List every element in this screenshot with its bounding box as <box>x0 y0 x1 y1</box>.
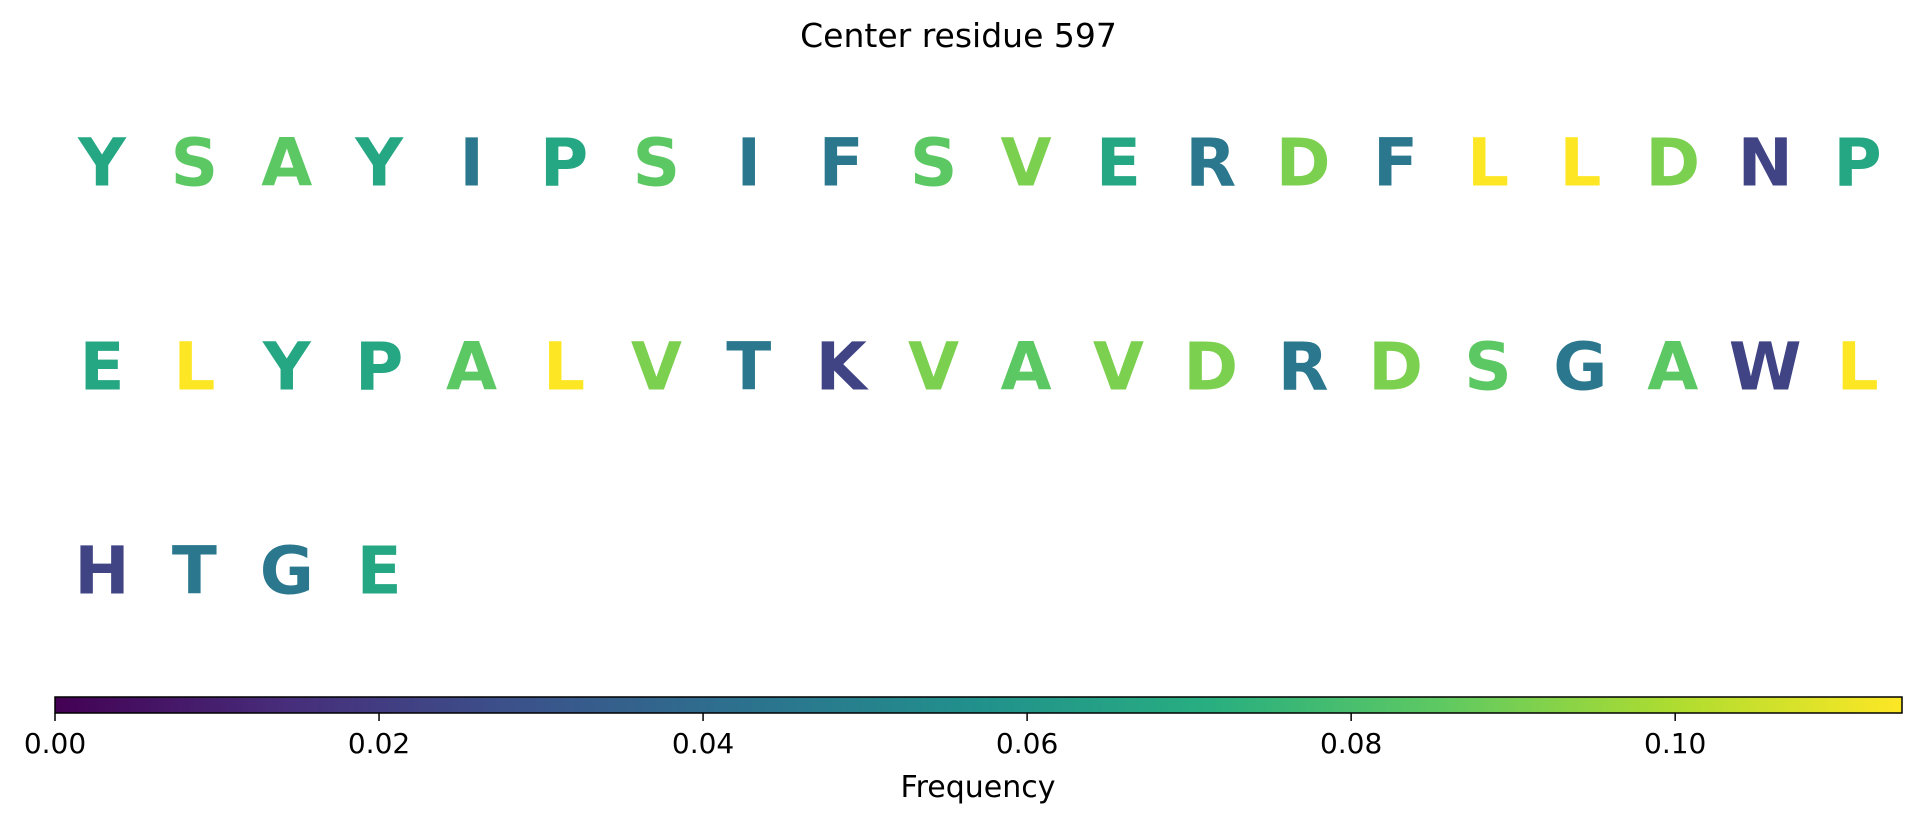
residue-letter: E <box>79 329 124 406</box>
residue-letter: P <box>540 125 588 202</box>
chart-title: Center residue 597 <box>800 16 1117 55</box>
residue-letter: A <box>1647 329 1698 406</box>
residue-letter: L <box>1559 125 1601 202</box>
residue-letter: V <box>1093 329 1144 406</box>
residue-letter: A <box>1000 329 1051 406</box>
residue-letter: D <box>1276 125 1331 202</box>
residue-letter: Y <box>262 329 312 406</box>
residue-letter: K <box>816 329 870 406</box>
residue-letter: F <box>1373 125 1418 202</box>
residue-letter: P <box>1833 125 1881 202</box>
residue-letter: V <box>631 329 682 406</box>
colorbar-tick-label: 0.00 <box>24 727 86 760</box>
residue-letter: R <box>1278 329 1329 406</box>
residue-letter: Y <box>354 125 404 202</box>
residue-letter: S <box>171 125 219 202</box>
residue-letter: G <box>260 533 314 610</box>
colorbar-ticks: 0.00 0.02 0.04 0.06 0.08 0.10 <box>24 713 1706 760</box>
residue-letter: P <box>355 329 403 406</box>
residue-letter: S <box>1464 329 1512 406</box>
residue-letter: S <box>633 125 681 202</box>
residue-letter: W <box>1729 329 1802 406</box>
residue-letter: E <box>357 533 402 610</box>
colorbar-gradient <box>54 696 1903 714</box>
residue-letter: V <box>1000 125 1051 202</box>
residue-letter: L <box>543 329 585 406</box>
colorbar-tick-label: 0.10 <box>1644 727 1706 760</box>
residue-letter: A <box>261 125 312 202</box>
residue-letter: Y <box>77 125 127 202</box>
residue-letter: D <box>1183 329 1238 406</box>
residue-letter: S <box>910 125 958 202</box>
residue-letter: I <box>737 125 762 202</box>
residue-letter: F <box>819 125 864 202</box>
residue-letter: L <box>173 329 215 406</box>
residue-letter: R <box>1185 125 1236 202</box>
colorbar <box>54 696 1903 714</box>
colorbar-tick-label: 0.04 <box>672 727 734 760</box>
residue-letter: L <box>1467 125 1509 202</box>
residue-letter: N <box>1738 125 1793 202</box>
colorbar-tick-label: 0.06 <box>996 727 1058 760</box>
residue-letter: H <box>74 533 129 610</box>
residue-letters: Y S A Y I P S I F S V E R D F L L D N PE L Y P A L V T K V A V D R D S G A W L… <box>74 125 1881 610</box>
residue-letter: D <box>1368 329 1423 406</box>
residue-letter: A <box>446 329 497 406</box>
residue-letter: T <box>172 533 217 610</box>
residue-letter: V <box>908 329 959 406</box>
colorbar-tick-label: 0.02 <box>348 727 410 760</box>
residue-letter: I <box>459 125 484 202</box>
residue-letter: E <box>1096 125 1141 202</box>
colorbar-label: Frequency <box>901 770 1056 805</box>
residue-letter: G <box>1553 329 1607 406</box>
residue-letter: T <box>726 329 771 406</box>
residue-letter: L <box>1837 329 1879 406</box>
colorbar-tick-label: 0.08 <box>1320 727 1382 760</box>
residue-letter: D <box>1645 125 1700 202</box>
